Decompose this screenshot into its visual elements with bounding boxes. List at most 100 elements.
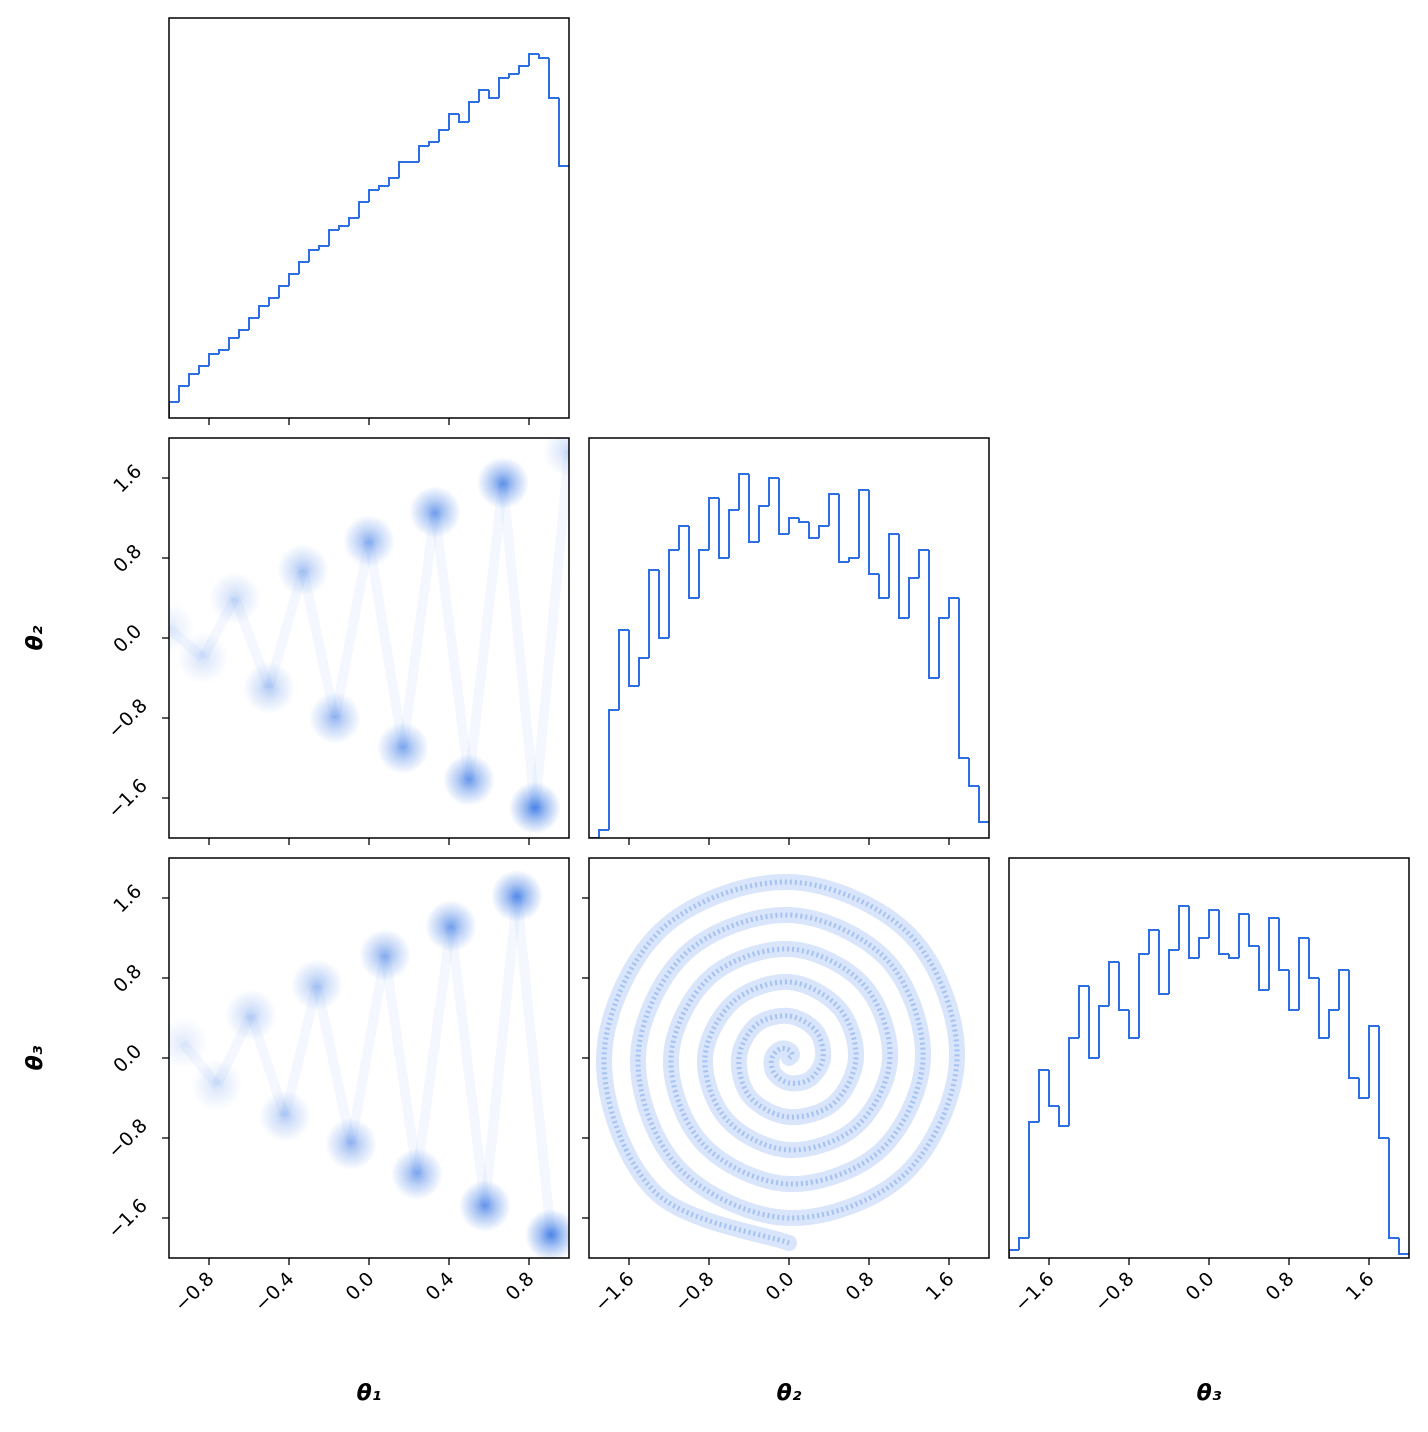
density-trail (412, 925, 456, 1175)
histogram-step (1318, 978, 1329, 1039)
density-trail (380, 954, 422, 1175)
histogram-step (708, 497, 719, 550)
histogram-step (978, 786, 989, 823)
density-blob (209, 572, 261, 624)
histogram-step (1258, 946, 1269, 991)
histogram-step (398, 161, 409, 178)
histogram-step (698, 549, 709, 598)
histogram-step (1178, 905, 1189, 950)
histogram-step (218, 349, 229, 354)
histogram-step (1048, 1070, 1059, 1107)
y-axis-label: θ₃ (23, 1045, 48, 1070)
density-blob (509, 782, 561, 834)
histogram-step (268, 297, 279, 306)
density-blob (277, 544, 329, 596)
density-blob (177, 632, 229, 684)
density-blob (377, 722, 429, 774)
histogram-step (388, 177, 399, 186)
x-tick-label: −1.6 (1010, 1268, 1058, 1316)
histogram-step (508, 73, 519, 78)
histogram-step (548, 58, 559, 99)
histogram-step (378, 185, 389, 190)
histogram-step (668, 549, 679, 638)
histogram-step (928, 550, 939, 679)
density-trail (430, 511, 474, 781)
histogram-step (1078, 985, 1089, 1038)
density-blob (291, 959, 343, 1011)
density-trail (530, 450, 569, 809)
panel: −1.6 −0.8 0.0 0.8 1.6 θ₃ (1008, 857, 1410, 1406)
histogram-step (498, 77, 509, 98)
histogram-step (748, 474, 759, 543)
x-tick-label: −1.6 (590, 1268, 638, 1316)
x-tick-label: 1.6 (1342, 1268, 1379, 1305)
histogram-step (1248, 914, 1259, 947)
histogram-step (1148, 929, 1159, 954)
panel: −0.8 −0.4 0.0 0.4 0.8 −1.6 −0.8 0.0 0.8 1.6 θ₁ θ₃ (23, 857, 570, 1406)
histogram-step (868, 490, 879, 575)
density-blob (443, 754, 495, 806)
x-axis-label: θ₃ (1197, 1381, 1222, 1406)
plot-area (169, 870, 569, 1258)
y-axis-label: θ₂ (23, 625, 48, 650)
density-trail (346, 954, 390, 1145)
panel (588, 437, 990, 845)
histogram-step (538, 54, 549, 59)
histogram-step (488, 90, 499, 99)
histogram-step (318, 245, 329, 250)
x-tick-label: −0.8 (1090, 1268, 1138, 1316)
plot-area (589, 473, 989, 838)
histogram-step (278, 285, 289, 298)
histogram-step (438, 129, 449, 142)
histogram-step (468, 101, 479, 122)
histogram-step (518, 65, 529, 74)
histogram-step (1128, 1010, 1139, 1039)
histogram-step (238, 329, 249, 338)
histogram-step (838, 494, 849, 563)
y-tick-label: 0.0 (109, 1040, 146, 1077)
histogram-step (618, 629, 629, 710)
x-tick-label: 0.0 (342, 1268, 379, 1305)
density-trail (446, 925, 490, 1207)
histogram-step (1068, 1037, 1079, 1126)
histogram-step (638, 657, 649, 686)
histogram-step (968, 758, 979, 787)
histogram-step (768, 477, 779, 506)
histogram-step (1328, 1009, 1339, 1038)
y-tick-label: 1.6 (109, 880, 146, 917)
plot-area (169, 438, 569, 834)
histogram-step (908, 577, 919, 618)
histogram-step (718, 498, 729, 559)
x-tick-label: 1.6 (922, 1268, 959, 1305)
histogram-step (948, 597, 959, 618)
histogram-step (1388, 1138, 1399, 1239)
x-tick-label: −0.4 (250, 1268, 298, 1316)
histogram-step (348, 217, 359, 226)
histogram-step (1158, 930, 1169, 995)
histogram-step (808, 522, 819, 539)
histogram-step (758, 505, 769, 542)
histogram-step (1218, 910, 1229, 955)
density-trail (330, 540, 374, 719)
histogram-step (1268, 917, 1279, 990)
histogram-step (898, 534, 909, 619)
histogram-step (288, 273, 299, 286)
histogram-step (1088, 986, 1099, 1059)
density-trail (464, 482, 508, 781)
y-tick-label: −0.8 (104, 1115, 152, 1163)
y-tick-label: −1.6 (104, 1195, 152, 1243)
density-blob (169, 1017, 209, 1069)
histogram-step (338, 225, 349, 230)
density-blob (543, 438, 569, 477)
y-tick-label: 0.8 (109, 540, 146, 577)
x-tick-label: 0.8 (1262, 1268, 1299, 1305)
histogram-step (1098, 1005, 1109, 1058)
density-trail (398, 511, 440, 749)
histogram-step (888, 533, 899, 598)
histogram-step (958, 598, 969, 759)
histogram-step (728, 509, 739, 558)
histogram-step (1308, 938, 1319, 979)
histogram-step (248, 317, 259, 330)
histogram-step (1009, 1249, 1019, 1258)
